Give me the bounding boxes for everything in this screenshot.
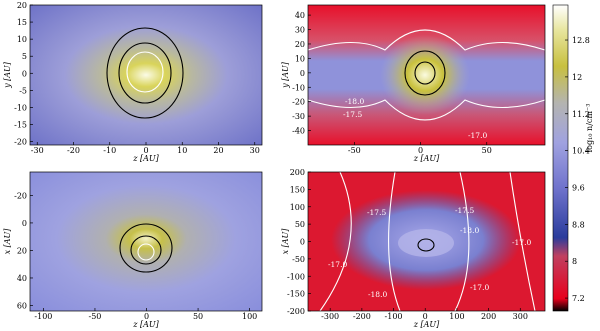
panel-image: [30, 172, 262, 311]
contour-label: -17.0: [470, 283, 489, 292]
x-tick-label: -10: [103, 146, 116, 155]
panel-image: [30, 5, 262, 145]
x-tick-label: -50: [348, 146, 361, 155]
y-tick-label: -20: [14, 138, 27, 147]
y-tick-label: -50: [292, 255, 305, 264]
x-axis-label: z [AU]: [413, 154, 440, 163]
x-tick-label: -20: [67, 146, 80, 155]
x-axis-label: z [AU]: [413, 320, 440, 329]
x-tick-label: 0: [418, 146, 423, 155]
y-tick-label: -20: [292, 98, 305, 107]
y-tick-label: 10: [295, 54, 305, 63]
contour-label: -17.0: [328, 260, 347, 269]
colorbar-tick-label: 7.2: [572, 294, 585, 303]
x-tick-label: 10: [177, 146, 187, 155]
colorbar-tick-label: 11.2: [572, 110, 590, 119]
x-tick-label: -100: [385, 312, 403, 321]
colorbar-tick-label: 12: [572, 73, 582, 82]
y-tick-label: 40: [17, 274, 27, 283]
x-tick-label: -50: [89, 312, 102, 321]
x-tick-label: 20: [213, 146, 223, 155]
y-tick-label: 0: [22, 69, 27, 78]
contour-label: -17.0: [512, 238, 531, 247]
contour-label: -18.0: [460, 226, 479, 235]
y-tick-label: -15: [14, 121, 27, 130]
x-tick-label: 100: [242, 312, 257, 321]
y-tick-label: 50: [295, 220, 305, 229]
colorbar-tick-label: 9.6: [572, 183, 585, 192]
colorbar-tick-label: 12.8: [572, 36, 590, 45]
x-tick-label: 100: [449, 312, 464, 321]
y-tick-label: 20: [17, 1, 27, 10]
y-tick-label: -5: [19, 86, 27, 95]
y-tick-label: -200: [287, 307, 305, 316]
x-axis-label: z [AU]: [132, 320, 159, 329]
y-tick-label: -150: [287, 290, 305, 299]
y-tick-label: 100: [290, 203, 305, 212]
y-tick-label: 30: [295, 26, 305, 35]
x-tick-label: -30: [31, 146, 44, 155]
colorbar: [552, 4, 569, 312]
y-tick-label: -20: [14, 191, 27, 200]
panel-image: [308, 171, 545, 312]
x-axis-label: z [AU]: [132, 154, 159, 163]
y-axis-label: y [AU]: [281, 61, 290, 89]
x-tick-label: 0: [144, 312, 149, 321]
x-tick-label: 50: [482, 146, 492, 155]
y-tick-label: 15: [17, 18, 27, 27]
colorbar-label: log₁₀ n/cm⁻³: [585, 104, 594, 153]
y-tick-label: 150: [290, 185, 305, 194]
x-tick-label: 0: [143, 146, 148, 155]
y-tick-label: -100: [287, 272, 305, 281]
x-tick-label: -100: [34, 312, 52, 321]
colorbar-tick-label: 8: [572, 257, 577, 266]
y-tick-label: 20: [295, 40, 305, 49]
contour-label: -17.5: [343, 110, 362, 119]
x-tick-label: 50: [193, 312, 203, 321]
y-tick-label: 200: [290, 168, 305, 177]
colorbar-tick-label: 8.8: [572, 220, 585, 229]
y-tick-label: -10: [14, 103, 27, 112]
contour-label: -18.0: [368, 290, 387, 299]
contour-label: -18.0: [345, 97, 364, 106]
y-tick-label: 5: [22, 52, 27, 61]
y-axis-label: x [AU]: [281, 228, 290, 255]
contour-label: -17.5: [367, 208, 386, 217]
y-tick-label: -40: [292, 127, 305, 136]
y-tick-label: 0: [300, 238, 305, 247]
y-tick-label: 40: [295, 11, 305, 20]
panel-image: [307, 5, 546, 145]
x-tick-label: 200: [481, 312, 496, 321]
y-tick-label: -30: [292, 112, 305, 121]
x-tick-label: -200: [353, 312, 371, 321]
y-tick-label: 0: [300, 69, 305, 78]
plot-frame: [307, 4, 546, 146]
x-tick-label: 300: [513, 312, 528, 321]
x-tick-label: 30: [250, 146, 260, 155]
contour-label: -17.0: [468, 131, 487, 140]
contour-label: -17.5: [455, 206, 474, 215]
colorbar-tick-label: 10.4: [572, 147, 590, 156]
y-tick-label: 60: [17, 301, 27, 310]
y-tick-label: -10: [292, 83, 305, 92]
x-tick-label: 0: [423, 312, 428, 321]
y-axis-label: y [AU]: [3, 61, 12, 89]
x-tick-label: -300: [321, 312, 339, 321]
y-tick-label: 10: [17, 35, 27, 44]
y-tick-label: 0: [22, 219, 27, 228]
y-tick-label: 20: [17, 246, 27, 255]
y-axis-label: x [AU]: [3, 228, 12, 255]
plot-frame: [29, 171, 263, 312]
